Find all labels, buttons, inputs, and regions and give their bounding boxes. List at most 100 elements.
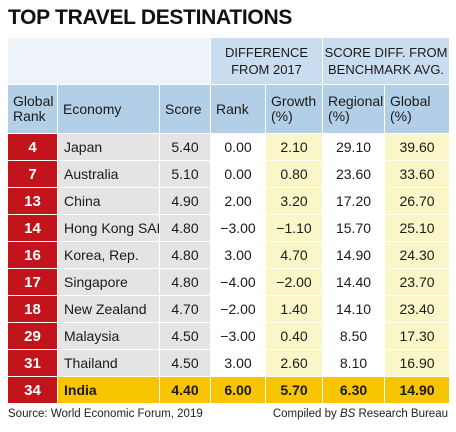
credit-brand: BS [339, 408, 356, 420]
table-row: 34 India 4.40 6.00 5.70 6.30 14.90 [7, 376, 451, 404]
row-global: 16.90 [384, 349, 451, 377]
row-global: 14.90 [384, 376, 451, 404]
row-score: 5.40 [158, 133, 212, 161]
table-row: 18 New Zealand 4.70 −2.00 1.40 14.10 23.40 [7, 295, 451, 323]
row-rank: 18 [7, 295, 58, 323]
row-rank: 34 [7, 376, 58, 404]
row-global: 23.70 [384, 268, 451, 296]
row-rank-diff: −3.00 [210, 214, 267, 242]
header-economy: Economy [57, 84, 160, 134]
row-global: 23.40 [384, 295, 451, 323]
row-growth: 1.40 [265, 295, 324, 323]
row-rank: 31 [7, 349, 58, 377]
row-score: 4.80 [158, 268, 212, 296]
row-score: 5.10 [158, 160, 212, 188]
row-regional: 23.60 [322, 160, 386, 188]
row-rank: 4 [7, 133, 58, 161]
table-row: 16 Korea, Rep. 4.80 3.00 4.70 14.90 24.30 [7, 241, 451, 269]
table-row: 7 Australia 5.10 0.00 0.80 23.60 33.60 [7, 160, 451, 188]
row-regional: 29.10 [322, 133, 386, 161]
row-rank-diff: 3.00 [210, 349, 267, 377]
group-header-row: DIFFERENCE FROM 2017 SCORE DIFF. FROM BE… [6, 37, 451, 85]
row-rank-diff: −4.00 [210, 268, 267, 296]
row-rank: 17 [7, 268, 58, 296]
row-growth: −2.00 [265, 268, 324, 296]
row-rank-diff: 2.00 [210, 187, 267, 215]
header-growth: Growth (%) [265, 84, 324, 134]
row-regional: 14.10 [322, 295, 386, 323]
row-rank: 14 [7, 214, 58, 242]
row-global: 26.70 [384, 187, 451, 215]
header-score: Score [158, 84, 212, 134]
row-growth: 5.70 [265, 376, 324, 404]
table-row: 13 China 4.90 2.00 3.20 17.20 26.70 [7, 187, 451, 215]
row-global: 39.60 [384, 133, 451, 161]
row-economy: New Zealand [57, 295, 160, 323]
credit-note: Compiled by BS Research Bureau [273, 408, 448, 420]
row-rank-diff: −3.00 [210, 322, 267, 350]
row-rank: 7 [7, 160, 58, 188]
row-rank-diff: 0.00 [210, 160, 267, 188]
row-growth: 2.60 [265, 349, 324, 377]
header-global-rank: Global Rank [7, 84, 58, 134]
row-rank: 16 [7, 241, 58, 269]
row-regional: 14.40 [322, 268, 386, 296]
row-rank-diff: 0.00 [210, 133, 267, 161]
credit-suffix: Research Bureau [355, 408, 448, 420]
table-row: 4 Japan 5.40 0.00 2.10 29.10 39.60 [7, 133, 451, 161]
row-rank-diff: −2.00 [210, 295, 267, 323]
header-rank: Rank [210, 84, 267, 134]
row-regional: 14.90 [322, 241, 386, 269]
row-rank: 29 [7, 322, 58, 350]
row-growth: −1.10 [265, 214, 324, 242]
page-title: TOP TRAVEL DESTINATIONS [8, 6, 293, 29]
row-regional: 15.70 [322, 214, 386, 242]
group-header-difference: DIFFERENCE FROM 2017 [210, 37, 324, 85]
row-regional: 17.20 [322, 187, 386, 215]
credit-prefix: Compiled by [272, 408, 340, 420]
row-growth: 0.80 [265, 160, 324, 188]
row-global: 17.30 [384, 322, 451, 350]
row-score: 4.70 [158, 295, 212, 323]
row-score: 4.80 [158, 241, 212, 269]
row-economy: China [57, 187, 160, 215]
row-regional: 8.10 [322, 349, 386, 377]
row-growth: 3.20 [265, 187, 324, 215]
row-rank-diff: 3.00 [210, 241, 267, 269]
column-header-row: Global Rank Economy Score Rank Growth (%… [7, 84, 451, 134]
table-row: 14 Hong Kong SAR 4.80 −3.00 −1.10 15.70 25.10 [7, 214, 451, 242]
row-economy: Thailand [57, 349, 160, 377]
source-note: Source: World Economic Forum, 2019 [8, 408, 203, 420]
row-economy: Singapore [57, 268, 160, 296]
group-header-score-diff: SCORE DIFF. FROM BENCHMARK AVG. [322, 37, 451, 85]
destinations-table: DIFFERENCE FROM 2017 SCORE DIFF. FROM BE… [6, 37, 451, 404]
row-regional: 6.30 [322, 376, 386, 404]
row-score: 4.80 [158, 214, 212, 242]
row-regional: 8.50 [322, 322, 386, 350]
row-economy: Japan [57, 133, 160, 161]
row-score: 4.50 [158, 322, 212, 350]
row-rank-diff: 6.00 [210, 376, 267, 404]
row-economy: Malaysia [57, 322, 160, 350]
row-global: 24.30 [384, 241, 451, 269]
row-score: 4.40 [158, 376, 212, 404]
row-score: 4.90 [158, 187, 212, 215]
row-growth: 4.70 [265, 241, 324, 269]
row-economy: India [57, 376, 160, 404]
row-economy: Hong Kong SAR [57, 214, 160, 242]
row-global: 25.10 [384, 214, 451, 242]
row-economy: Australia [57, 160, 160, 188]
table-row: 31 Thailand 4.50 3.00 2.60 8.10 16.90 [7, 349, 451, 377]
row-global: 33.60 [384, 160, 451, 188]
group-header-blank [6, 37, 212, 85]
row-score: 4.50 [158, 349, 212, 377]
row-economy: Korea, Rep. [57, 241, 160, 269]
table-row: 29 Malaysia 4.50 −3.00 0.40 8.50 17.30 [7, 322, 451, 350]
header-regional: Regional (%) [322, 84, 386, 134]
row-growth: 2.10 [265, 133, 324, 161]
table-row: 17 Singapore 4.80 −4.00 −2.00 14.40 23.70 [7, 268, 451, 296]
row-rank: 13 [7, 187, 58, 215]
row-growth: 0.40 [265, 322, 324, 350]
header-global: Global (%) [384, 84, 451, 134]
